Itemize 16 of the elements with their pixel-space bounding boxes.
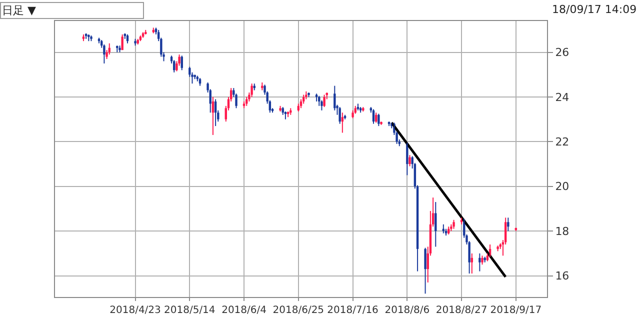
y-tick-label: 20 <box>555 180 570 194</box>
text: 18/09/17 14:09 <box>552 3 637 16</box>
text: 日足 ▼ <box>2 4 36 17</box>
y-tick-label: 22 <box>555 136 570 149</box>
x-tick-label: 2018/9/17 <box>490 305 542 316</box>
y-tick-label: 24 <box>555 90 570 104</box>
x-tick-label: 2018/8/6 <box>384 305 430 316</box>
x-tick-label: 2018/6/25 <box>272 305 324 316</box>
x-tick-label: 2018/4/23 <box>110 305 161 316</box>
x-tick-label: 2018/7/16 <box>327 305 378 316</box>
y-tick-label: 26 <box>555 46 570 60</box>
y-tick-label: 18 <box>555 224 570 238</box>
y-tick-label: 16 <box>555 270 570 283</box>
x-tick-label: 2018/5/14 <box>164 305 216 316</box>
x-tick-label: 2018/6/4 <box>222 305 266 316</box>
x-tick-label: 2018/8/27 <box>436 305 488 316</box>
